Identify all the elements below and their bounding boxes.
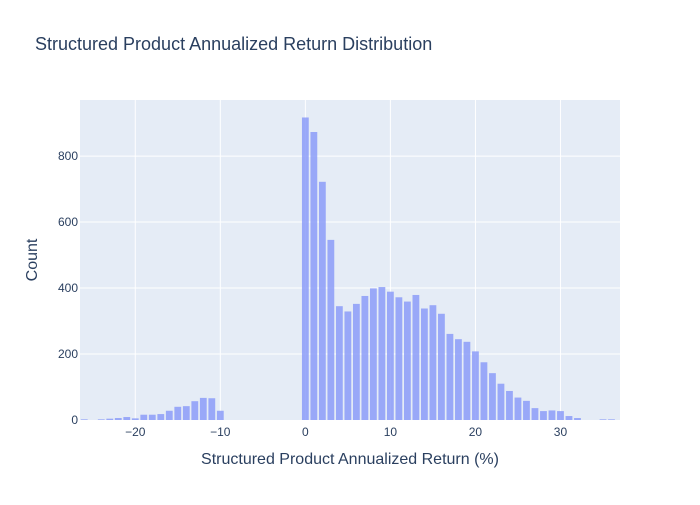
histogram-bar bbox=[412, 294, 420, 420]
histogram-bar bbox=[335, 306, 343, 420]
gridlines bbox=[80, 100, 620, 420]
histogram-bar bbox=[540, 411, 547, 420]
histogram-bar bbox=[310, 132, 318, 420]
x-tick-label: −20 bbox=[125, 425, 146, 439]
x-tick-label: 0 bbox=[302, 425, 309, 439]
y-tick-label: 800 bbox=[58, 149, 78, 163]
histogram-bar bbox=[489, 373, 496, 420]
histogram-bar bbox=[548, 410, 556, 420]
histogram-bar bbox=[565, 416, 573, 420]
histogram-bar bbox=[472, 351, 479, 420]
histogram-bar bbox=[404, 301, 411, 420]
x-axis-label: Structured Product Annualized Return (%) bbox=[201, 451, 499, 468]
histogram-bar bbox=[165, 410, 173, 420]
y-tick-label: 400 bbox=[58, 281, 78, 295]
histogram-bar bbox=[369, 288, 377, 420]
histogram-bar bbox=[199, 397, 207, 420]
histogram-bar bbox=[157, 414, 165, 420]
histogram-bar bbox=[531, 408, 539, 420]
histogram-bar bbox=[191, 401, 199, 420]
histogram-bar bbox=[80, 419, 88, 420]
histogram-bar bbox=[378, 287, 386, 420]
histogram-bar bbox=[148, 414, 156, 420]
histogram-bar bbox=[361, 295, 369, 420]
x-axis-ticks: −20 −10 0 10 20 30 bbox=[125, 425, 567, 439]
histogram-bar bbox=[318, 181, 326, 420]
y-tick-label: 600 bbox=[58, 215, 78, 229]
histogram-bar bbox=[608, 419, 615, 420]
x-tick-label: −10 bbox=[210, 425, 231, 439]
histogram-bar bbox=[131, 418, 139, 420]
x-tick-label: 30 bbox=[554, 425, 568, 439]
histogram-bar bbox=[557, 411, 564, 420]
histogram-bar bbox=[455, 339, 462, 420]
histogram-bar bbox=[327, 239, 335, 420]
histogram-bar bbox=[301, 117, 309, 421]
y-tick-label: 0 bbox=[71, 413, 78, 427]
histogram-bar bbox=[438, 313, 445, 420]
histogram-bar bbox=[114, 418, 122, 420]
histogram-bar bbox=[123, 417, 131, 420]
chart-title: Structured Product Annualized Return Dis… bbox=[35, 34, 432, 54]
histogram-bar bbox=[174, 406, 182, 420]
histogram-bar bbox=[514, 397, 522, 420]
x-tick-label: 20 bbox=[469, 425, 483, 439]
y-axis-label: Count bbox=[24, 238, 41, 281]
histogram-bar bbox=[574, 418, 581, 420]
histogram-bar bbox=[506, 390, 513, 420]
histogram-bar bbox=[344, 311, 352, 420]
y-axis-ticks: 0 200 400 600 800 bbox=[58, 149, 78, 427]
histogram-bar bbox=[106, 418, 114, 420]
x-tick-label: 10 bbox=[384, 425, 398, 439]
histogram-bars bbox=[80, 117, 615, 421]
histogram-bar bbox=[421, 308, 428, 420]
histogram-bar bbox=[140, 414, 148, 420]
histogram-bar bbox=[97, 419, 105, 420]
histogram-bar bbox=[480, 362, 488, 420]
y-tick-label: 200 bbox=[58, 347, 78, 361]
histogram-bar bbox=[463, 341, 471, 420]
histogram-bar bbox=[446, 333, 454, 420]
histogram-bar bbox=[216, 410, 224, 420]
histogram-bar bbox=[208, 398, 216, 420]
histogram-bar bbox=[395, 297, 403, 420]
histogram-bar bbox=[497, 383, 505, 420]
histogram-bar bbox=[182, 406, 190, 420]
histogram-bar bbox=[352, 303, 360, 420]
histogram-bar bbox=[523, 400, 530, 420]
histogram-bar bbox=[429, 305, 437, 420]
histogram-bar bbox=[386, 291, 394, 420]
histogram-bar bbox=[599, 419, 607, 420]
